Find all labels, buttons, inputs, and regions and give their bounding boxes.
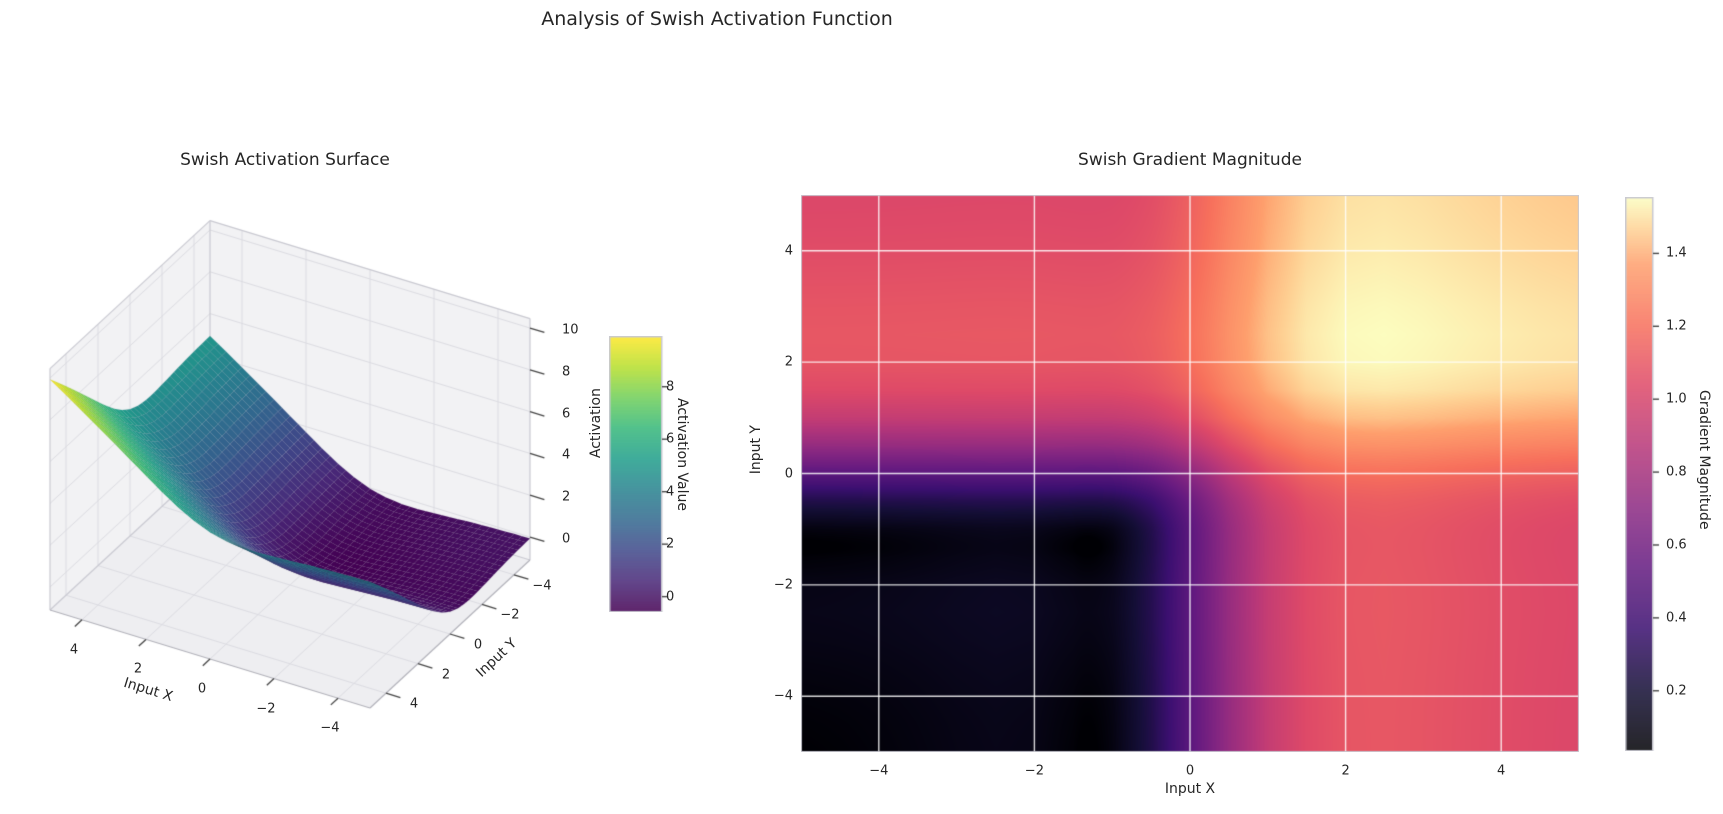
heatmap-colorbar-tick-label: 0.4: [1666, 610, 1687, 626]
heatmap-yaxis-label: Input Y: [748, 425, 764, 475]
figure-title: Analysis of Swish Activation Function: [541, 8, 893, 30]
surface-zaxis-label: Activation: [588, 388, 604, 459]
heatmap-ytick-label: −4: [773, 688, 793, 704]
heatmap-ytick-label: −2: [773, 577, 793, 593]
heatmap-xaxis-label: Input X: [1164, 781, 1216, 797]
heatmap-colorbar-tick-label: 1.2: [1666, 318, 1687, 334]
heatmap-xtick-label: −2: [1024, 763, 1044, 779]
heatmap-ytick-label: 0: [784, 466, 793, 481]
heatmap-canvas: [801, 195, 1579, 752]
heatmap-xtick-label: −4: [869, 763, 889, 779]
heatmap-title: Swish Gradient Magnitude: [1078, 150, 1302, 170]
heatmap-colorbar-tick-label: 0.8: [1666, 464, 1687, 480]
heatmap-colorbar-tick-label: 1.0: [1666, 391, 1687, 407]
heatmap-ytick-label: 4: [784, 243, 793, 259]
heatmap-colorbar-tick-label: 1.4: [1666, 245, 1687, 261]
surface-3d-canvas: [0, 180, 720, 740]
heatmap-colorbar-tick-label: 0.6: [1666, 537, 1687, 553]
heatmap-colorbar: [1625, 197, 1665, 751]
heatmap-xtick-label: 4: [1497, 763, 1506, 779]
surface-colorbar: [609, 336, 671, 612]
heatmap-ytick-label: 2: [784, 354, 793, 370]
heatmap-xtick-label: 2: [1341, 763, 1350, 779]
heatmap-xtick-label: 0: [1185, 763, 1195, 779]
surface-title: Swish Activation Surface: [180, 150, 390, 170]
heatmap-colorbar-label: Gradient Magnitude: [1696, 390, 1712, 530]
heatmap-colorbar-tick-label: 0.2: [1666, 683, 1687, 699]
surface-colorbar-label: Activation Value: [674, 398, 690, 511]
